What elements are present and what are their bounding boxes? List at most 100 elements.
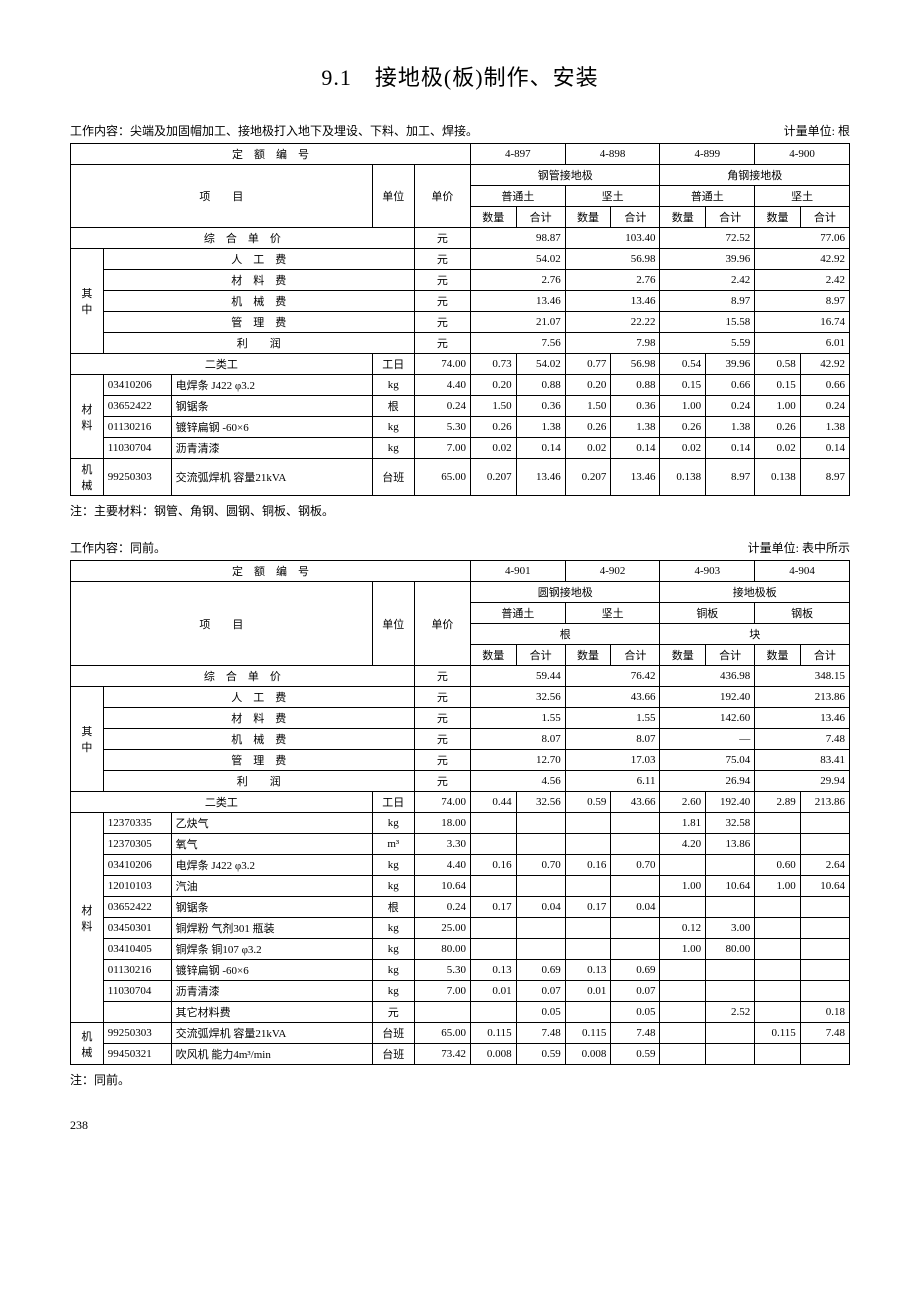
unit: 元 [372,1002,414,1023]
cell: 0.05 [516,1002,565,1023]
cell [565,813,611,834]
cell: 0.59 [611,1044,660,1065]
cell: 1.00 [755,396,801,417]
cell: 8.97 [706,459,755,496]
v: 8.07 [470,729,565,750]
v: 2.42 [660,270,755,291]
unit: kg [372,918,414,939]
v: 56.98 [565,249,660,270]
s: 普通土 [660,186,755,207]
v: 1.55 [470,708,565,729]
cell [706,981,755,1002]
break-row: 管 理 费元21.0722.2215.5816.74 [71,312,850,333]
cell: 0.207 [470,459,516,496]
cell: 1.38 [800,417,849,438]
v: 192.40 [660,687,755,708]
c: 56.98 [611,354,660,375]
break-row: 机 械 费元8.078.07—7.48 [71,729,850,750]
cell: 0.04 [516,897,565,918]
mat-side: 机械 [71,1023,104,1065]
break-row: 利 润元7.567.985.596.01 [71,333,850,354]
cell: 0.02 [470,438,516,459]
unit: kg [372,855,414,876]
c: 39.96 [706,354,755,375]
cell: 0.115 [470,1023,516,1044]
price: 73.42 [414,1044,470,1065]
cell: 0.13 [565,960,611,981]
cell [516,939,565,960]
cell [755,1044,801,1065]
v: 39.96 [660,249,755,270]
cell [800,813,849,834]
q: 数量 [470,645,516,666]
p: 74.00 [414,792,470,813]
cell [565,876,611,897]
code: 03450301 [103,918,171,939]
cell: 1.00 [660,396,706,417]
c: 0.73 [470,354,516,375]
name: 乙炔气 [171,813,372,834]
v: 8.97 [755,291,850,312]
cell [565,918,611,939]
cell: 1.38 [516,417,565,438]
detail-row: 11030704沥青清漆kg7.000.020.140.020.140.020.… [71,438,850,459]
unit: 根 [372,897,414,918]
name: 电焊条 J422 φ3.2 [171,855,372,876]
s: 钢板 [755,603,850,624]
v: 2.76 [565,270,660,291]
mat-side: 机械 [71,459,104,496]
v: 5.59 [660,333,755,354]
hdr-codes: 定 额 编 号 4-901 4-902 4-903 4-904 [71,561,850,582]
cell: 0.07 [516,981,565,1002]
cell: 0.008 [470,1044,516,1065]
cell: 0.24 [706,396,755,417]
detail-row: 01130216镀锌扁钢 -60×6kg5.300.261.380.261.38… [71,417,850,438]
unit: kg [372,438,414,459]
s: 合计 [800,207,849,228]
cell [706,897,755,918]
name: 交流弧焊机 容量21kVA [171,1023,372,1044]
cell [755,897,801,918]
unit-col: 单位 [372,582,414,666]
cell: 0.69 [516,960,565,981]
cell [611,876,660,897]
cell [706,1044,755,1065]
v: 6.11 [565,771,660,792]
code: 11030704 [103,438,171,459]
code: 99250303 [103,1023,171,1044]
cell: 0.008 [565,1044,611,1065]
price: 18.00 [414,813,470,834]
u: 元 [414,291,470,312]
cell: 0.20 [565,375,611,396]
cell: 0.36 [516,396,565,417]
q: 数量 [755,645,801,666]
c: 4-900 [755,144,850,165]
page-number: 238 [70,1118,850,1133]
s: 坚土 [755,186,850,207]
code: 12370335 [103,813,171,834]
cell: 0.138 [660,459,706,496]
v: 2.76 [470,270,565,291]
price: 80.00 [414,939,470,960]
code: 99450321 [103,1044,171,1065]
price: 0.24 [414,897,470,918]
cell [706,1023,755,1044]
v: 22.22 [565,312,660,333]
v: 21.07 [470,312,565,333]
cell: 0.138 [755,459,801,496]
cell [755,981,801,1002]
c: 4-901 [470,561,565,582]
v: 83.41 [755,750,850,771]
mat-side: 材料 [71,813,104,1023]
v: 77.06 [755,228,850,249]
name: 铜焊条 铜107 φ3.2 [171,939,372,960]
v: 32.56 [470,687,565,708]
s: 合计 [706,207,755,228]
code [103,1002,171,1023]
name: 交流弧焊机 容量21kVA [171,459,372,496]
labor-row: 二类工 工日 74.00 0.73 54.02 0.77 56.98 0.54 … [71,354,850,375]
v: 213.86 [755,687,850,708]
v: 6.01 [755,333,850,354]
u: 元 [414,687,470,708]
u: 元 [414,333,470,354]
